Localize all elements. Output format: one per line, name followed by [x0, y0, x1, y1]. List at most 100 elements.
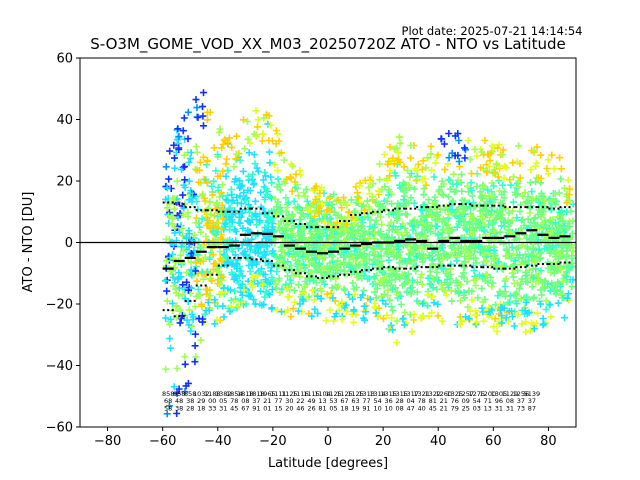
- scatter-point: [472, 282, 480, 289]
- scatter-point: [263, 111, 271, 119]
- scatter-point: [181, 163, 188, 171]
- count-label: 1313: [358, 390, 375, 398]
- scatter-point: [358, 222, 366, 230]
- scatter-point: [267, 173, 275, 181]
- scatter-point: [183, 235, 191, 242]
- scatter-point: [412, 177, 420, 185]
- scatter-point: [425, 312, 433, 320]
- scatter-point: [244, 186, 252, 194]
- scatter-point: [401, 224, 409, 232]
- scatter-point: [280, 156, 288, 164]
- scatter-point: [424, 302, 432, 310]
- scatter-point: [338, 298, 346, 306]
- scatter-point: [297, 209, 305, 217]
- count-label: 1200: [480, 390, 497, 398]
- scatter-point: [373, 272, 381, 280]
- scatter-point: [486, 274, 494, 282]
- scatter-point: [429, 284, 437, 292]
- scatter-point: [289, 305, 297, 313]
- scatter-point: [345, 291, 353, 299]
- count-label: 76: [451, 397, 459, 405]
- scatter-point: [489, 192, 497, 200]
- scatter-point: [169, 195, 177, 202]
- scatter-point: [256, 268, 264, 276]
- scatter-point: [506, 176, 514, 184]
- scatter-point: [283, 221, 291, 229]
- scatter-point: [274, 130, 281, 138]
- scatter-point: [376, 160, 384, 168]
- scatter-point: [196, 158, 204, 166]
- scatter-point: [374, 187, 382, 195]
- scatter-point: [221, 288, 229, 296]
- scatter-point: [242, 238, 250, 245]
- scatter-point: [458, 170, 466, 178]
- scatter-point: [231, 178, 239, 186]
- scatter-point: [162, 314, 170, 322]
- scatter-point: [308, 234, 316, 242]
- scatter-point: [262, 185, 270, 193]
- x-tick-label: 40: [430, 434, 447, 449]
- scatter-point: [390, 222, 397, 230]
- scatter-point: [510, 173, 517, 181]
- scatter-point: [445, 211, 453, 218]
- scatter-point: [215, 129, 223, 136]
- scatter-point: [519, 192, 526, 200]
- scatter-point: [249, 274, 257, 282]
- scatter-point: [251, 160, 259, 168]
- scatter-point: [372, 259, 380, 266]
- scatter-point: [330, 317, 338, 325]
- scatter-point: [162, 182, 170, 190]
- scatter-point: [254, 167, 262, 175]
- scatter-point: [175, 275, 183, 282]
- scatter-point: [473, 259, 481, 267]
- scatter-point: [323, 206, 331, 214]
- count-label: 1032: [193, 390, 210, 398]
- count-label: 28: [186, 404, 194, 412]
- scatter-point: [179, 211, 187, 219]
- scatter-point: [406, 251, 413, 259]
- scatter-point: [233, 150, 240, 158]
- scatter-point: [552, 198, 560, 206]
- scatter-point: [327, 289, 335, 297]
- scatter-point: [523, 243, 531, 251]
- scatter-point: [383, 311, 391, 319]
- count-label: 46: [296, 404, 304, 412]
- scatter-point: [253, 221, 261, 229]
- scatter-point: [440, 140, 448, 148]
- scatter-point: [553, 287, 561, 295]
- scatter-point: [518, 275, 526, 283]
- scatter-point: [276, 186, 284, 194]
- scatter-point: [441, 250, 448, 258]
- count-label: 1257: [458, 390, 475, 398]
- scatter-point: [373, 197, 380, 205]
- scatter-point: [448, 297, 456, 305]
- scatter-point: [499, 181, 507, 189]
- scatter-point: [356, 182, 364, 190]
- scatter-point: [192, 353, 200, 361]
- scatter-point: [288, 187, 296, 195]
- scatter-point: [371, 229, 379, 237]
- scatter-point: [392, 172, 400, 180]
- scatter-point: [320, 211, 328, 219]
- x-tick-label: −40: [204, 434, 231, 449]
- scatter-point: [424, 291, 432, 299]
- scatter-point: [419, 157, 427, 165]
- scatter-point: [482, 207, 490, 215]
- scatter-point: [430, 299, 438, 307]
- scatter-point: [446, 185, 454, 193]
- scatter-point: [497, 210, 505, 218]
- scatter-point: [258, 137, 266, 145]
- scatter-point: [563, 199, 571, 207]
- scatter-point: [197, 228, 205, 236]
- scatter-point: [557, 175, 565, 183]
- scatter-point: [242, 197, 250, 205]
- scatter-point: [191, 358, 199, 366]
- scatter-point: [383, 279, 391, 287]
- scatter-point: [311, 212, 319, 220]
- scatter-point: [470, 267, 478, 275]
- scatter-point: [167, 315, 175, 323]
- scatter-point: [341, 198, 349, 206]
- scatter-point: [483, 169, 491, 176]
- scatter-point: [341, 253, 349, 261]
- scatter-point: [501, 217, 509, 225]
